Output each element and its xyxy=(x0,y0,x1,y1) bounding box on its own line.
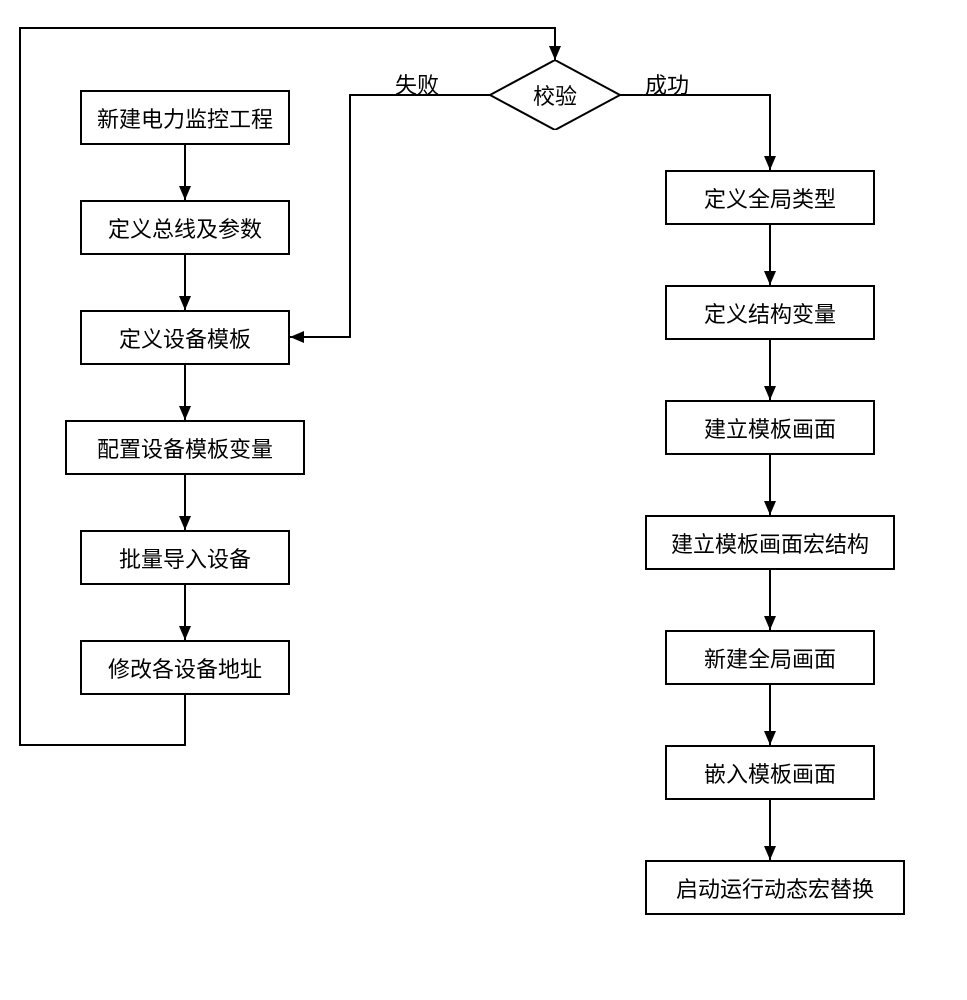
node-label: 配置设备模板变量 xyxy=(97,432,273,464)
node-define-global-type: 定义全局类型 xyxy=(665,170,875,225)
node-label: 新建全局画面 xyxy=(704,642,836,674)
node-label: 定义全局类型 xyxy=(704,182,836,214)
node-define-device-template: 定义设备模板 xyxy=(80,310,290,365)
node-label: 批量导入设备 xyxy=(119,542,251,574)
node-label: 修改各设备地址 xyxy=(108,652,262,684)
node-define-struct-var: 定义结构变量 xyxy=(665,285,875,340)
node-config-template-vars: 配置设备模板变量 xyxy=(65,420,305,475)
node-new-global-screen: 新建全局画面 xyxy=(665,630,875,685)
edges-layer xyxy=(0,0,967,1000)
node-build-macro-struct: 建立模板画面宏结构 xyxy=(645,515,895,570)
node-batch-import: 批量导入设备 xyxy=(80,530,290,585)
node-label: 定义设备模板 xyxy=(119,322,251,354)
node-new-project: 新建电力监控工程 xyxy=(80,90,290,145)
decision-verify: 校验 xyxy=(490,60,620,130)
edge-label-success: 成功 xyxy=(645,68,689,100)
node-label: 定义结构变量 xyxy=(704,297,836,329)
node-run-macro-replace: 启动运行动态宏替换 xyxy=(645,860,905,915)
node-label: 新建电力监控工程 xyxy=(97,102,273,134)
flowchart-canvas: 新建电力监控工程 定义总线及参数 定义设备模板 配置设备模板变量 批量导入设备 … xyxy=(0,0,967,1000)
node-label: 建立模板画面 xyxy=(704,412,836,444)
decision-label: 校验 xyxy=(533,79,577,111)
edge-label-fail: 失败 xyxy=(395,68,439,100)
node-label: 建立模板画面宏结构 xyxy=(671,527,869,559)
node-label: 启动运行动态宏替换 xyxy=(676,872,874,904)
node-embed-template: 嵌入模板画面 xyxy=(665,745,875,800)
node-label: 定义总线及参数 xyxy=(108,212,262,244)
node-modify-addresses: 修改各设备地址 xyxy=(80,640,290,695)
node-build-template-screen: 建立模板画面 xyxy=(665,400,875,455)
node-label: 嵌入模板画面 xyxy=(704,757,836,789)
node-define-bus: 定义总线及参数 xyxy=(80,200,290,255)
